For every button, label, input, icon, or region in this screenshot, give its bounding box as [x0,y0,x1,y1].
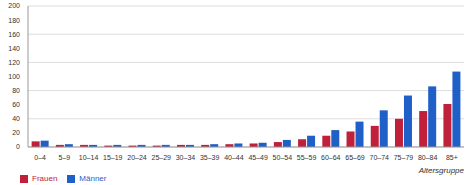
svg-text:200: 200 [8,2,20,9]
html-text:Frauen: Frauen [32,174,58,183]
svg-text:20: 20 [12,129,20,136]
svg-text:85+: 85+ [446,154,458,161]
svg-text:50–54: 50–54 [273,154,293,161]
svg-text:100: 100 [8,73,20,80]
svg-text:15–19: 15–19 [103,154,123,161]
svg-text:20–24: 20–24 [127,154,147,161]
html-text:Männer: Männer [79,174,107,183]
svg-text:30–34: 30–34 [176,154,196,161]
svg-text:0–4: 0–4 [34,154,46,161]
svg-text:10–14: 10–14 [79,154,99,161]
svg-text:80: 80 [12,87,20,94]
svg-text:140: 140 [8,45,20,52]
svg-text:5–9: 5–9 [58,154,70,161]
svg-text:120: 120 [8,59,20,66]
svg-text:25–29: 25–29 [151,154,171,161]
svg-text:160: 160 [8,31,20,38]
svg-text:45–49: 45–49 [248,154,268,161]
svg-text:70–74: 70–74 [369,154,389,161]
svg-text:60–64: 60–64 [321,154,341,161]
svg-text:40: 40 [12,115,20,122]
svg-text:60: 60 [12,101,20,108]
svg-text:65–69: 65–69 [345,154,365,161]
svg-text:180: 180 [8,17,20,24]
svg-text:80–84: 80–84 [418,154,438,161]
svg-text:0: 0 [16,143,20,150]
svg-text:75–79: 75–79 [394,154,414,161]
svg-text:55–59: 55–59 [297,154,317,161]
svg-text:40–44: 40–44 [224,154,244,161]
svg-text:Altersgruppe: Altersgruppe [418,166,462,175]
svg-text:35–39: 35–39 [200,154,220,161]
